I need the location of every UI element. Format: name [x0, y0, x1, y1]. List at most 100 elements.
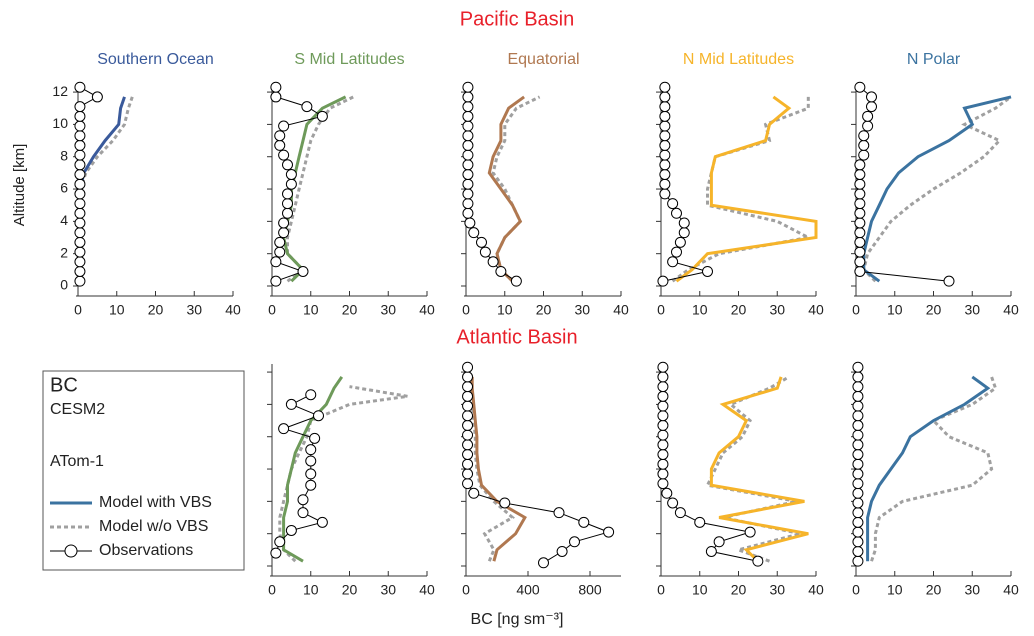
- observation: [659, 81, 671, 93]
- x-tick-label: 800: [578, 582, 602, 598]
- y-tick-label: 10: [52, 115, 68, 131]
- observation: [578, 516, 590, 528]
- observation: [316, 516, 328, 528]
- observation: [659, 91, 671, 103]
- observation: [297, 494, 309, 506]
- profile-line: [862, 95, 1012, 283]
- observation: [854, 159, 866, 171]
- observation: [854, 236, 866, 248]
- observation: [852, 468, 864, 480]
- observation: [659, 159, 671, 171]
- observation: [464, 217, 476, 229]
- observation: [282, 198, 293, 210]
- observation: [305, 389, 317, 401]
- observation: [274, 246, 286, 258]
- observation: [852, 536, 864, 548]
- legend-label: Model w/o VBS: [99, 518, 208, 535]
- observation: [657, 361, 669, 373]
- observation: [553, 507, 565, 519]
- observation: [657, 429, 669, 441]
- observation: [866, 91, 877, 103]
- observation: [752, 555, 764, 567]
- x-tick-label: 20: [536, 302, 552, 318]
- observation: [74, 120, 86, 132]
- observation: [462, 159, 474, 171]
- observation: [495, 265, 507, 277]
- observation: [852, 400, 864, 412]
- observation: [659, 149, 671, 161]
- profile-line: [487, 95, 525, 283]
- x-tick-label: 40: [419, 582, 435, 598]
- panel-title: Equatorial: [507, 51, 579, 68]
- observation: [854, 246, 866, 258]
- observation: [462, 410, 474, 422]
- observation: [713, 536, 725, 548]
- observation: [659, 168, 671, 180]
- x-tick-label: 10: [887, 582, 903, 598]
- panel-title: N Mid Latitudes: [683, 51, 794, 68]
- observation: [278, 120, 290, 132]
- observation: [74, 198, 86, 210]
- observation: [858, 149, 870, 161]
- observation: [479, 246, 491, 258]
- observation: [667, 497, 679, 509]
- observation: [499, 497, 511, 509]
- observation: [854, 265, 866, 277]
- observation: [462, 478, 474, 490]
- legend-marker: [64, 544, 78, 558]
- observation: [74, 81, 86, 93]
- legend-note: CESM2: [50, 401, 105, 418]
- observation: [852, 419, 864, 431]
- observation: [74, 178, 86, 190]
- profile-line: [78, 96, 134, 282]
- observation: [744, 526, 756, 538]
- profile-line: [286, 95, 355, 283]
- y-axis-label: Altitude [km]: [11, 144, 28, 227]
- x-tick-label: 40: [808, 582, 824, 598]
- observation: [74, 159, 86, 171]
- x-tick-label: 400: [516, 582, 540, 598]
- profile-line: [662, 367, 759, 562]
- legend-label: Observations: [99, 542, 193, 559]
- observation: [462, 371, 474, 383]
- panel-title: Southern Ocean: [97, 51, 214, 68]
- observation: [462, 381, 474, 393]
- y-tick-label: 6: [60, 180, 68, 196]
- observation: [657, 390, 669, 402]
- observation: [462, 439, 474, 451]
- observation: [556, 545, 568, 557]
- observation: [74, 149, 86, 161]
- x-tick-label: 0: [268, 582, 276, 598]
- observation: [854, 81, 866, 93]
- observation: [674, 507, 686, 519]
- observation: [462, 168, 474, 180]
- x-tick-label: 10: [692, 582, 708, 598]
- observation: [862, 120, 874, 132]
- observation: [854, 256, 866, 268]
- profile-line: [278, 385, 408, 563]
- observation: [282, 188, 293, 200]
- observation: [667, 198, 679, 210]
- observation: [274, 536, 286, 548]
- observation: [661, 487, 673, 499]
- observation: [285, 524, 297, 536]
- x-tick-label: 30: [769, 302, 785, 318]
- y-tick-label: 8: [60, 147, 68, 163]
- observation: [510, 275, 522, 287]
- x-tick-label: 20: [342, 582, 358, 598]
- observation: [671, 246, 682, 258]
- observation: [852, 410, 864, 422]
- observation: [674, 236, 686, 248]
- x-tick-label: 40: [419, 302, 435, 318]
- observation: [657, 478, 669, 490]
- observation: [862, 110, 874, 122]
- observation: [74, 110, 86, 122]
- x-tick-label: 20: [342, 302, 358, 318]
- observation: [659, 130, 671, 142]
- x-tick-label: 20: [926, 582, 942, 598]
- observation: [270, 81, 282, 93]
- x-tick-label: 40: [225, 302, 241, 318]
- observation: [854, 198, 866, 210]
- observation: [705, 545, 717, 557]
